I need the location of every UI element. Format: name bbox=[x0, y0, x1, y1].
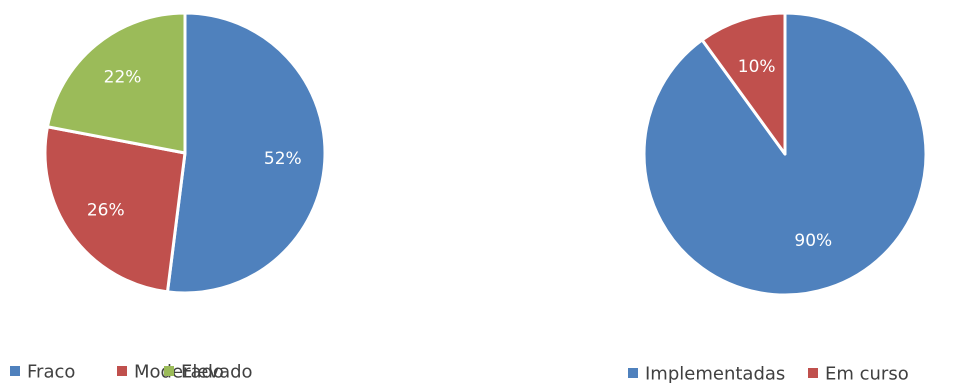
legend-label: Em curso bbox=[825, 364, 909, 385]
legend-swatch bbox=[10, 366, 20, 376]
legend-swatch bbox=[117, 366, 127, 376]
legend: Implementadas Em curso bbox=[628, 364, 909, 385]
legend-label: Elevado bbox=[181, 362, 253, 383]
data-label-elevado: 22% bbox=[104, 67, 142, 87]
legend-item-em-curso: Em curso bbox=[808, 364, 909, 385]
data-label-moderado: 26% bbox=[87, 201, 125, 221]
legend-item-fraco: Fraco bbox=[10, 362, 75, 383]
legend-swatch bbox=[808, 368, 818, 378]
data-label-fraco: 52% bbox=[264, 149, 302, 169]
data-label-implementadas: 90% bbox=[794, 231, 832, 251]
legend-item-implementadas: Implementadas bbox=[628, 364, 785, 385]
legend-label: Implementadas bbox=[645, 364, 785, 385]
pie-slices bbox=[644, 13, 926, 295]
data-label-em-curso: 10% bbox=[738, 57, 776, 77]
legend-label: Fraco bbox=[27, 362, 75, 383]
legend-swatch bbox=[628, 368, 638, 378]
pie-chart-implementation-status: 90% 10% Implementadas Em curso bbox=[628, 13, 926, 385]
legend-swatch bbox=[164, 366, 174, 376]
